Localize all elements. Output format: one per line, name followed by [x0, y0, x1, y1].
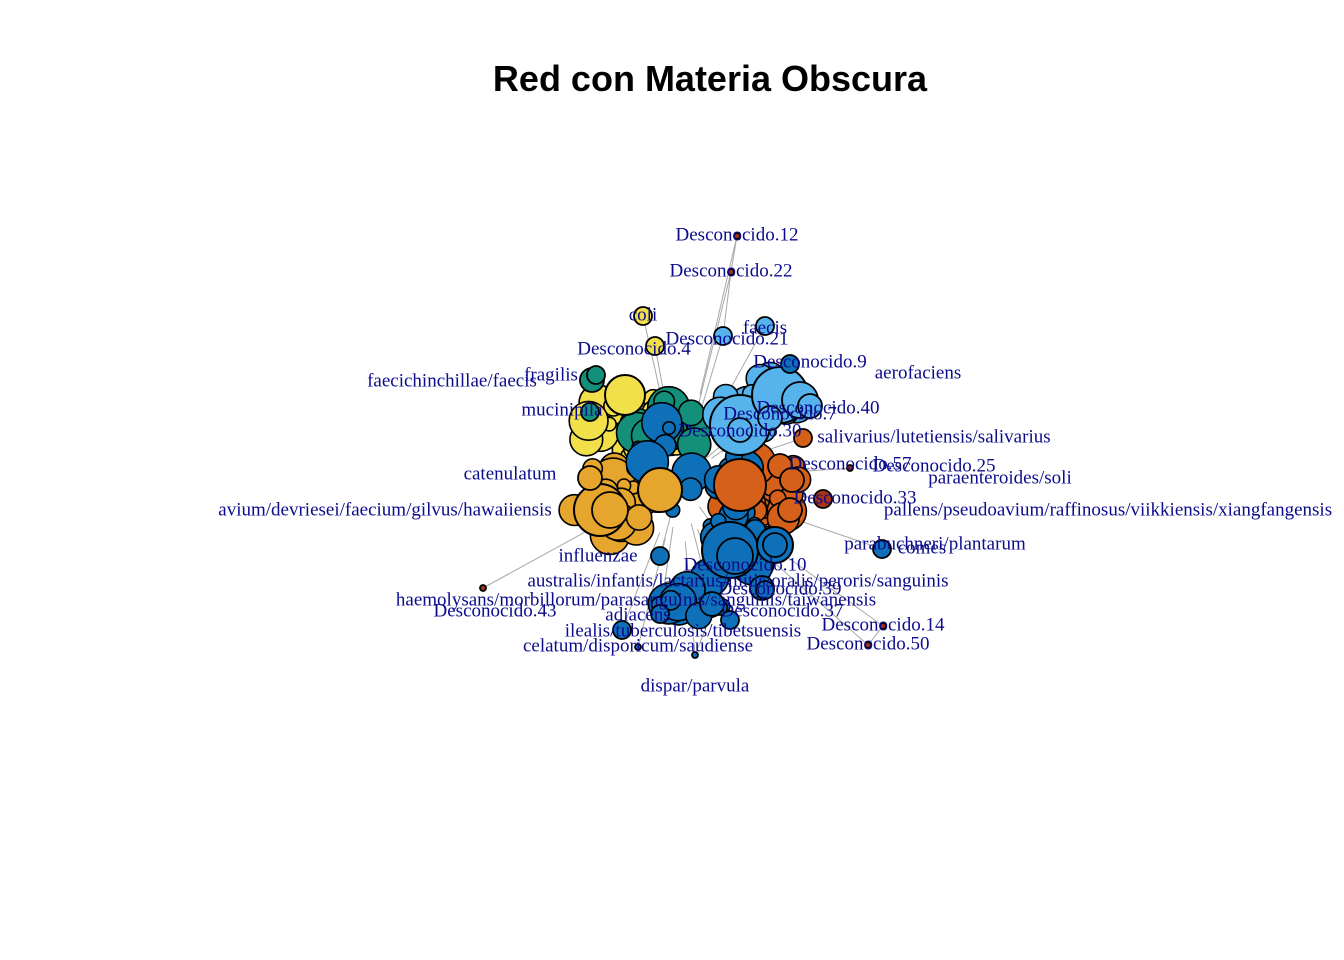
page-title: Red con Materia Obscura	[492, 58, 928, 99]
network-edge	[722, 271, 732, 337]
node-label: Desconocido.7	[723, 403, 836, 424]
node-label: Desconocido.39	[719, 578, 842, 599]
node-pallens-pseudoavium-raffinosus-viikkiensis-xiangfangensis	[777, 497, 803, 523]
label-layer: Desconocido.12 Desconocido.22 coli Desconoc…	[218, 224, 1332, 696]
hub-node	[713, 458, 767, 512]
node-layer	[479, 232, 892, 659]
node-desconocido-22	[727, 268, 735, 276]
node-desconocido-4	[645, 336, 665, 356]
node-label: ilealis/tuberculosis/tibetsuensis	[565, 620, 801, 641]
node-dispar-parvula	[691, 651, 699, 659]
hub-node	[604, 374, 646, 416]
node-label: dispar/parvula	[641, 675, 750, 696]
node-label: aerofaciens	[875, 362, 962, 383]
node-label: adiacens	[605, 604, 670, 625]
node-label: comes	[898, 537, 947, 558]
node-label: salivarius/lutetiensis/salivarius	[817, 426, 1050, 447]
node-label: Desconocido.30	[679, 420, 802, 441]
node-label: Desconocido.12	[676, 224, 799, 245]
hub-node	[637, 467, 683, 513]
node-label: faecis	[743, 317, 787, 338]
node-desconocido-25	[846, 464, 854, 472]
node-desconocido-14	[879, 622, 887, 630]
node-label: parabuchneri/plantarum	[844, 533, 1026, 554]
node-label: fragilis	[524, 364, 578, 385]
node-label: Desconocido.25	[873, 455, 996, 476]
node-desconocido-37	[720, 610, 740, 630]
node-salivarius-lutetiensis-salivarius	[793, 428, 813, 448]
node-haemolysans-morbillorum-parasanguinis-sanguinis-taiwanensis	[699, 591, 725, 617]
node-label: Desconocido.37	[721, 600, 844, 621]
node-label: Desconocido.14	[822, 614, 945, 635]
node-coli	[633, 306, 653, 326]
node-avium-devriesei-faecium-gilvus-hawaiiensis	[591, 491, 629, 529]
node-adiacens	[650, 604, 670, 624]
node-label: avium/devriesei/faecium/gilvus/hawaiiens…	[218, 499, 551, 520]
node-label: Desconocido.57	[789, 453, 912, 474]
node-label: Desconocido.10	[684, 554, 807, 575]
node-catenulatum	[577, 465, 603, 491]
network-edge	[867, 625, 884, 646]
node-label: influenzae	[558, 545, 637, 566]
node-paraenteroides-soli	[779, 467, 805, 493]
node-label: faecichinchillae/faecis	[367, 370, 537, 391]
cluster-node	[660, 589, 682, 611]
node-desconocido-33	[813, 489, 833, 509]
node-desconocido-7	[757, 405, 783, 431]
node-label: catenulatum	[464, 463, 557, 484]
node-faecis	[755, 316, 775, 336]
node-label: celatum/disporicum/saudiense	[523, 635, 753, 656]
node-label: paraenteroides/soli	[928, 467, 1072, 488]
node-desconocido-9	[780, 354, 800, 374]
node-label: haemolysans/morbillorum/parasanguinis/sa…	[396, 589, 876, 610]
cluster-node	[661, 420, 676, 435]
node-label: Desconocido.4	[577, 338, 691, 359]
node-label: Desconocido.21	[666, 328, 789, 349]
node-desconocido-21	[713, 326, 733, 346]
node-fragilis	[586, 365, 606, 385]
node-celatum-disporicum-saudiense	[634, 643, 642, 651]
node-desconocido-12	[733, 232, 741, 240]
node-parabuchneri-plantarum	[762, 532, 788, 558]
node-label: coli	[629, 304, 658, 325]
node-comes	[872, 539, 892, 559]
node-influenzae	[650, 546, 670, 566]
node-desconocido-39	[755, 580, 775, 600]
node-ilealis-tuberculosis-tibetsuensis	[612, 620, 632, 640]
node-label: Desconocido.40	[757, 397, 880, 418]
node-mucinipila	[580, 402, 600, 422]
node-label: pallens/pseudoavium/raffinosus/viikkiens…	[884, 499, 1332, 520]
node-label: mucinipila	[521, 399, 603, 420]
node-desconocido-50	[864, 641, 872, 649]
node-desconocido-43	[479, 584, 487, 592]
node-desconocido-30	[727, 417, 753, 443]
node-label: australis/infantis/lactarius/mitis/orali…	[527, 570, 948, 591]
node-label: Desconocido.33	[794, 487, 917, 508]
node-label: Desconocido.50	[807, 633, 930, 654]
node-label: Desconocido.9	[753, 351, 866, 372]
node-label: Desconocido.22	[670, 260, 793, 281]
node-desconocido-10	[716, 537, 754, 575]
network-edge	[699, 235, 738, 395]
node-label: Desconocido.43	[434, 600, 557, 621]
network-edge	[730, 235, 738, 273]
node-desconocido-40	[797, 393, 823, 419]
